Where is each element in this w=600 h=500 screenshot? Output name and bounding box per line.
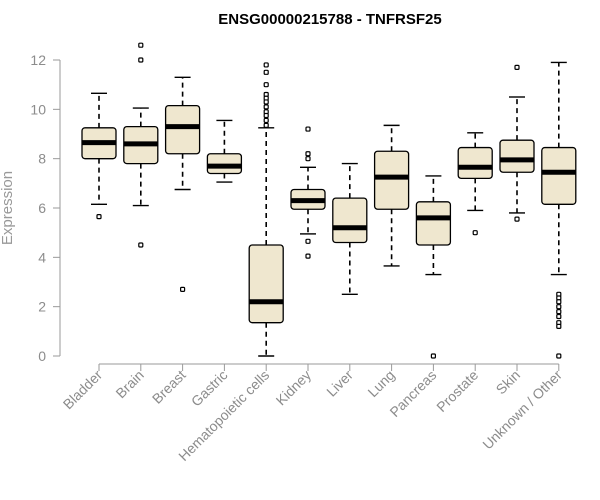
box-group-bladder	[81, 92, 117, 220]
outlier-point	[263, 99, 269, 105]
box-skin	[499, 139, 535, 173]
box-group-lung	[373, 124, 410, 267]
x-tick-label-breast: Breast	[149, 367, 189, 407]
y-axis-label: Expression	[0, 171, 16, 245]
box-hematopoietic-cells	[248, 244, 284, 324]
y-tick-label-10: 10	[30, 101, 46, 117]
box-pancreas	[415, 201, 452, 246]
x-tick-label-prostate: Prostate	[433, 367, 481, 415]
x-tick-label-kidney: Kidney	[273, 367, 315, 409]
outlier-point	[305, 238, 311, 244]
box-group-skin	[499, 64, 535, 222]
outlier-point	[180, 286, 186, 292]
outlier-point	[472, 230, 478, 236]
box-group-unknown-other	[541, 61, 577, 359]
outlier-point	[305, 253, 311, 259]
outlier-point	[305, 126, 311, 132]
outlier-point	[305, 156, 311, 162]
box-group-pancreas	[415, 175, 452, 359]
outlier-point	[138, 242, 144, 248]
plot-area	[81, 42, 577, 359]
box-group-brain	[123, 42, 159, 248]
x-tick-label-skin: Skin	[493, 367, 524, 398]
x-tick-label-bladder: Bladder	[60, 367, 106, 413]
y-tick-label-4: 4	[38, 249, 46, 265]
box-unknown-other	[541, 146, 577, 205]
box-group-kidney	[290, 126, 326, 259]
outlier-point	[263, 62, 269, 68]
x-tick-label-lung: Lung	[364, 367, 397, 400]
outlier-point	[556, 323, 562, 329]
outlier-point	[263, 69, 269, 75]
y-tick-label-12: 12	[30, 52, 46, 68]
outlier-point	[96, 214, 102, 220]
outlier-point	[514, 64, 520, 71]
box-liver	[332, 197, 368, 244]
y-tick-label-0: 0	[38, 348, 46, 364]
y-axis: 0 2 4 6 8 10 12	[30, 52, 61, 364]
chart-title: ENSG00000215788 - TNFRSF25	[218, 11, 441, 28]
outlier-point	[263, 117, 269, 124]
box-prostate	[457, 146, 493, 180]
box-group-prostate	[457, 132, 493, 236]
y-tick-label-2: 2	[38, 299, 46, 315]
outlier-point	[430, 353, 436, 359]
outlier-point	[556, 353, 562, 359]
y-tick-label-6: 6	[38, 200, 46, 216]
box-group-breast	[164, 76, 201, 292]
outlier-point	[556, 299, 562, 305]
outlier-point	[263, 122, 269, 128]
box-lung	[373, 150, 410, 210]
box-group-gastric	[206, 119, 243, 183]
x-tick-label-unknown-other: Unknown / Other	[479, 367, 565, 453]
box-breast	[164, 104, 201, 155]
box-group-liver	[332, 162, 368, 296]
outlier-point	[556, 309, 562, 315]
outlier-point	[263, 82, 269, 88]
box-group-hematopoietic-cells	[248, 62, 284, 357]
x-tick-label-liver: Liver	[323, 367, 356, 400]
x-tick-label-brain: Brain	[112, 367, 146, 401]
outlier-point	[305, 151, 311, 157]
outlier-point	[556, 313, 562, 320]
outlier-point	[263, 104, 269, 110]
outlier-point	[263, 112, 269, 119]
outlier-point	[138, 42, 144, 48]
y-tick-label-8: 8	[38, 151, 46, 167]
outlier-point	[556, 304, 562, 310]
outlier-point	[514, 216, 520, 222]
outlier-point	[138, 57, 144, 63]
